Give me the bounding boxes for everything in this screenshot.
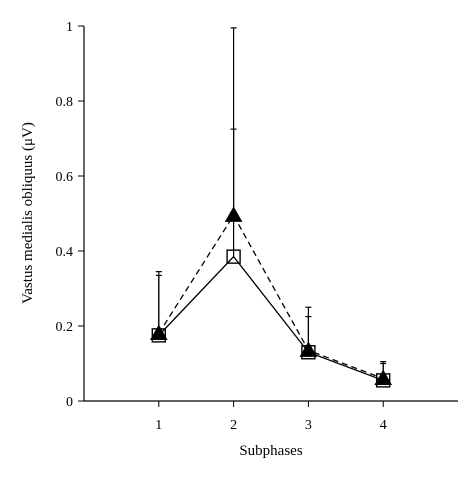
x-tick-label: 1	[155, 418, 162, 433]
data-point-triangle	[374, 369, 393, 385]
y-tick-label: 0.4	[56, 245, 74, 260]
y-tick-label: 0	[66, 395, 73, 410]
y-tick-label: 1	[66, 20, 73, 35]
data-point-triangle	[299, 341, 318, 357]
series-1-line	[158, 214, 384, 380]
y-tick-label: 0.6	[56, 170, 74, 185]
x-tick-label: 3	[305, 418, 312, 433]
series-1-error-bars	[155, 27, 387, 379]
x-tick-label: 4	[380, 418, 387, 433]
y-tick-label: 0.2	[56, 320, 74, 335]
y-ticks: 0 0.2 0.4 0.6 0.8 1	[56, 20, 84, 410]
series-layer	[149, 27, 393, 388]
x-axis-title: Subphases	[239, 443, 302, 459]
plot-area: 0 0.2 0.4 0.6 0.8 1 1 2 3 4	[56, 20, 458, 433]
y-tick-label: 0.8	[56, 95, 74, 110]
series-0-line	[158, 255, 384, 381]
series-1-markers	[149, 206, 393, 385]
x-ticks: 1 2 3 4	[155, 401, 387, 433]
series-0-error-bars	[155, 128, 387, 381]
data-point-triangle	[224, 206, 243, 222]
data-point-square	[226, 249, 241, 264]
series-0-markers	[151, 249, 391, 388]
x-tick-label: 2	[230, 418, 237, 433]
data-point-triangle	[149, 324, 168, 340]
y-axis-title: Vastus medialis obliquus (μV)	[20, 122, 36, 304]
